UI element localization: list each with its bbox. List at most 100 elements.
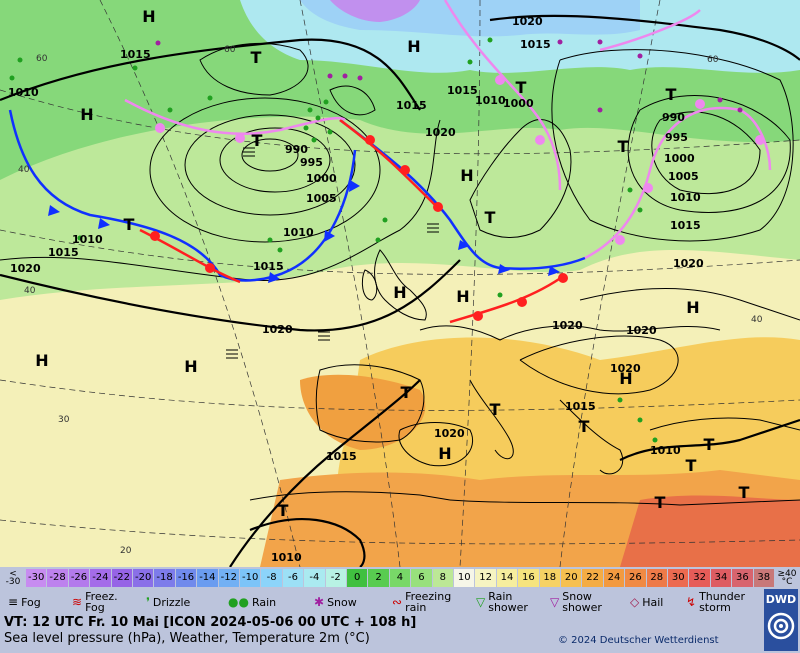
occlusion-baltic — [584, 106, 772, 260]
isotherm-label: 40 — [751, 315, 763, 325]
scale-step: 38 — [753, 569, 774, 587]
isobar-label: 1020 — [10, 262, 41, 275]
freezing-fog-icon: ≋ — [72, 594, 83, 609]
scale-step: 4 — [389, 569, 411, 587]
coastlines — [199, 43, 800, 506]
isobar-label: 1015 — [253, 260, 284, 273]
isobar-label: 1015 — [120, 48, 151, 61]
weather-legend: ≡ Fog ≋ Freez. Fog ❜ Drizzle ●● Rain ✱ Snow ∾… — [0, 589, 800, 615]
legend-label: Snow — [327, 595, 357, 609]
scale-step: 2 — [368, 569, 389, 587]
legend-rain-shower: ▽ Rain shower — [476, 591, 536, 613]
isobar-label: 1015 — [48, 246, 79, 259]
graticule — [0, 0, 800, 567]
scale-step: -4 — [304, 569, 325, 587]
scale-step: -22 — [111, 569, 132, 587]
high-pressure-marker: H — [407, 37, 420, 56]
hottest-zone — [620, 495, 800, 567]
snow-shower-icon: ▽ — [550, 594, 560, 609]
scale-step: -30 — [26, 569, 47, 587]
high-pressure-marker: H — [35, 351, 48, 370]
scale-low-label: < -30 — [2, 570, 24, 588]
isobar-label: 1010 — [475, 94, 506, 107]
isobar-label: 1020 — [512, 15, 543, 28]
scale-step: -18 — [154, 569, 175, 587]
isobar-label: 1020 — [610, 362, 641, 375]
scale-high-bottom: °C — [781, 577, 793, 587]
drizzle-icon: ❜ — [146, 594, 150, 609]
isotherm-label: 20 — [120, 546, 132, 556]
rain-shower-icon: ▽ — [476, 594, 486, 609]
isobar-label: 1015 — [520, 38, 551, 51]
low-pressure-marker: T — [739, 483, 750, 502]
isotherm-label: 60 — [36, 54, 48, 64]
low-pressure-marker: T — [618, 137, 629, 156]
isobar-label: 995 — [665, 131, 688, 144]
high-pressure-marker: H — [460, 166, 473, 185]
scale-low-top: < — [9, 569, 17, 579]
legend-label: Rain shower — [488, 590, 528, 614]
low-pressure-marker: T — [686, 456, 697, 475]
high-pressure-marker: H — [80, 105, 93, 124]
scale-step: -14 — [197, 569, 218, 587]
snow-symbols — [155, 39, 743, 113]
isobar-label: 1010 — [650, 444, 681, 457]
high-pressure-marker: H — [142, 7, 155, 26]
low-pressure-marker: T — [579, 417, 590, 436]
isobar-label: 990 — [662, 111, 685, 124]
isobar-label: 1010 — [271, 551, 302, 564]
isobar-label: 1015 — [447, 84, 478, 97]
scale-step: 12 — [475, 569, 496, 587]
isobar-label: 1020 — [673, 257, 704, 270]
legend-hail: ◇ Hail — [630, 591, 663, 613]
isotherm-label: 40 — [18, 165, 30, 175]
isobar-label: 1005 — [668, 170, 699, 183]
occlusion-scandinavia — [443, 0, 562, 191]
scale-step: -28 — [47, 569, 68, 587]
legend-thunderstorm: ↯ Thunder storm — [686, 591, 746, 613]
high-pressure-marker: H — [456, 287, 469, 306]
isobar-label: 1010 — [8, 86, 39, 99]
legend-label: Snow shower — [562, 590, 602, 614]
scale-low-bottom: -30 — [5, 577, 21, 587]
legend-rain: ●● Rain — [228, 591, 276, 613]
high-pressure-marker: H — [184, 357, 197, 376]
low-pressure-marker: T — [666, 85, 677, 104]
isobar-label: 1010 — [670, 191, 701, 204]
scale-step: 22 — [582, 569, 603, 587]
isobar-label: 1000 — [306, 172, 337, 185]
isobar-label: 1020 — [262, 323, 293, 336]
low-pressure-marker: T — [490, 400, 501, 419]
scale-step: 28 — [646, 569, 667, 587]
map-description: Sea level pressure (hPa), Weather, Tempe… — [4, 631, 370, 646]
isotherm-labels: 60 60 40 40 30 20 60 40 — [18, 45, 763, 556]
snow-icon: ✱ — [314, 594, 325, 609]
legend-label: Hail — [642, 595, 664, 609]
low-pressure-marker: T — [485, 208, 496, 227]
legend-drizzle: ❜ Drizzle — [146, 591, 190, 613]
legend-label: Thunder storm — [699, 590, 745, 614]
low-pressure-marker: T — [124, 215, 135, 234]
scale-step: 26 — [625, 569, 646, 587]
scale-step: 30 — [668, 569, 689, 587]
isobar-labels: 1010101510151020990995100010051010101510… — [8, 15, 704, 564]
isobar-label: 1015 — [326, 450, 357, 463]
scale-step: 24 — [603, 569, 625, 587]
legend-label: Drizzle — [152, 595, 191, 609]
legend-freezing-rain: ∾ Freezing rain — [392, 591, 462, 613]
scale-step: -24 — [90, 569, 111, 587]
low-pressure-marker: T — [251, 48, 262, 67]
scale-step: -6 — [282, 569, 304, 587]
isobar-label: 1015 — [565, 400, 596, 413]
copyright: © 2024 Deutscher Wetterdienst — [558, 635, 719, 646]
valid-time: VT: 12 UTC Fr. 10 Mai [ICON 2024-05-06 0… — [4, 615, 417, 630]
occlusion-north — [599, 9, 701, 52]
rain-symbols — [9, 37, 658, 443]
isobar-label: 1020 — [425, 126, 456, 139]
isotherm-label: 60 — [707, 55, 719, 65]
isotherm-label: 40 — [24, 286, 36, 296]
scale-high-label: ≥40 °C — [776, 570, 798, 588]
scale-step: 14 — [496, 569, 518, 587]
scale-step: 0 — [347, 569, 368, 587]
